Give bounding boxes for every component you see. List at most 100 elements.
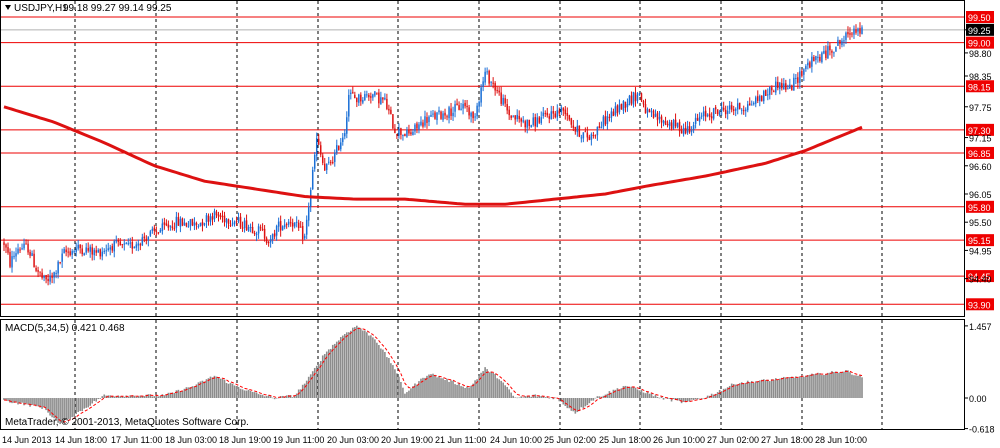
candle-body (43, 276, 45, 278)
macd-bar (313, 367, 316, 398)
macd-bar (454, 384, 456, 398)
candle-body (544, 113, 547, 115)
macd-bar (446, 378, 448, 398)
candle-body (79, 244, 81, 249)
macd-bar (37, 398, 39, 407)
candle-body (510, 115, 512, 118)
candle-body (388, 108, 390, 111)
candle-body (797, 77, 799, 83)
macd-bar (231, 383, 234, 398)
macd-bar (586, 398, 589, 406)
macd-bar (157, 396, 160, 398)
candle-body (690, 130, 693, 132)
macd-bar (508, 389, 510, 398)
macd-bar (301, 384, 304, 398)
candle-body (406, 129, 408, 137)
candle-body (594, 135, 597, 137)
macd-bar (730, 383, 733, 398)
candle-body (31, 253, 33, 256)
macd-bar (139, 395, 142, 398)
candle-body (702, 111, 705, 117)
candle-body (362, 100, 364, 103)
macd-bar (223, 379, 226, 398)
candle-body (859, 27, 861, 34)
macd-bar (602, 395, 605, 398)
price-tick-label: 97.75 (969, 103, 992, 113)
macd-bar (628, 387, 631, 398)
candle-body (576, 125, 579, 133)
macd-bar (548, 398, 551, 399)
triangle-down-icon[interactable] (5, 5, 11, 10)
macd-bar (740, 382, 743, 398)
macd-bar (275, 398, 278, 399)
candle-body (301, 226, 304, 240)
candle-body (839, 40, 841, 44)
macd-bar (438, 376, 440, 398)
macd-bar (803, 376, 805, 398)
candle-body (560, 107, 563, 113)
candle-body (574, 126, 577, 132)
candle-body (187, 226, 190, 228)
candle-body (121, 244, 124, 246)
candle-body (534, 117, 536, 127)
candle-body (91, 247, 93, 255)
candle-body (65, 249, 67, 253)
level-label: 99.00 (968, 39, 991, 49)
candle-body (223, 215, 226, 223)
candle-body (400, 128, 402, 135)
macd-bar (207, 378, 210, 398)
macd-bar (614, 389, 617, 398)
candle-body (45, 275, 47, 280)
candle-body (759, 95, 761, 102)
macd-bar (432, 373, 434, 398)
candle-body (346, 117, 348, 134)
candle-body (460, 108, 462, 110)
macd-bar (424, 377, 426, 398)
macd-bar (430, 374, 432, 398)
macd-bar (271, 397, 274, 399)
time-label: 25 Jun 18:00 (599, 435, 651, 445)
candle-body (263, 228, 266, 239)
candle-body (273, 233, 276, 237)
candle-body (706, 114, 709, 116)
candle-body (163, 222, 166, 225)
macd-bar (83, 398, 85, 409)
macd-bar (17, 398, 19, 405)
candle-body (652, 110, 655, 118)
candle-body (568, 115, 571, 120)
macd-bar (540, 396, 543, 398)
macd-bar (285, 395, 288, 398)
macd-bar (448, 381, 450, 398)
candle-body (662, 120, 665, 124)
candle-body (410, 132, 412, 135)
macd-bar (460, 386, 462, 398)
macd-bar (406, 392, 408, 398)
candle-body (482, 81, 484, 88)
macd-bar (321, 355, 324, 398)
macd-bar (25, 398, 27, 404)
candle-body (207, 215, 210, 222)
macd-bar (237, 386, 240, 398)
macd-bar (293, 395, 296, 398)
candle-body (17, 248, 19, 254)
candle-body (181, 218, 184, 226)
macd-bar (39, 398, 41, 408)
macd-bar (534, 394, 537, 398)
macd-bar (536, 396, 539, 398)
candle-body (404, 133, 406, 137)
candle-body (825, 50, 827, 59)
candle-body (861, 27, 863, 35)
candle-body (131, 242, 134, 249)
macd-bar (768, 381, 771, 398)
candle-body (704, 110, 707, 117)
candle-body (614, 106, 617, 116)
candle-body (744, 109, 747, 112)
macd-bar (95, 398, 98, 402)
macd-bar (327, 349, 330, 398)
macd-bar (235, 386, 238, 398)
macd-bar (809, 374, 811, 398)
candle-body (354, 94, 356, 99)
candle-body (538, 117, 540, 123)
macd-bar (307, 376, 310, 398)
